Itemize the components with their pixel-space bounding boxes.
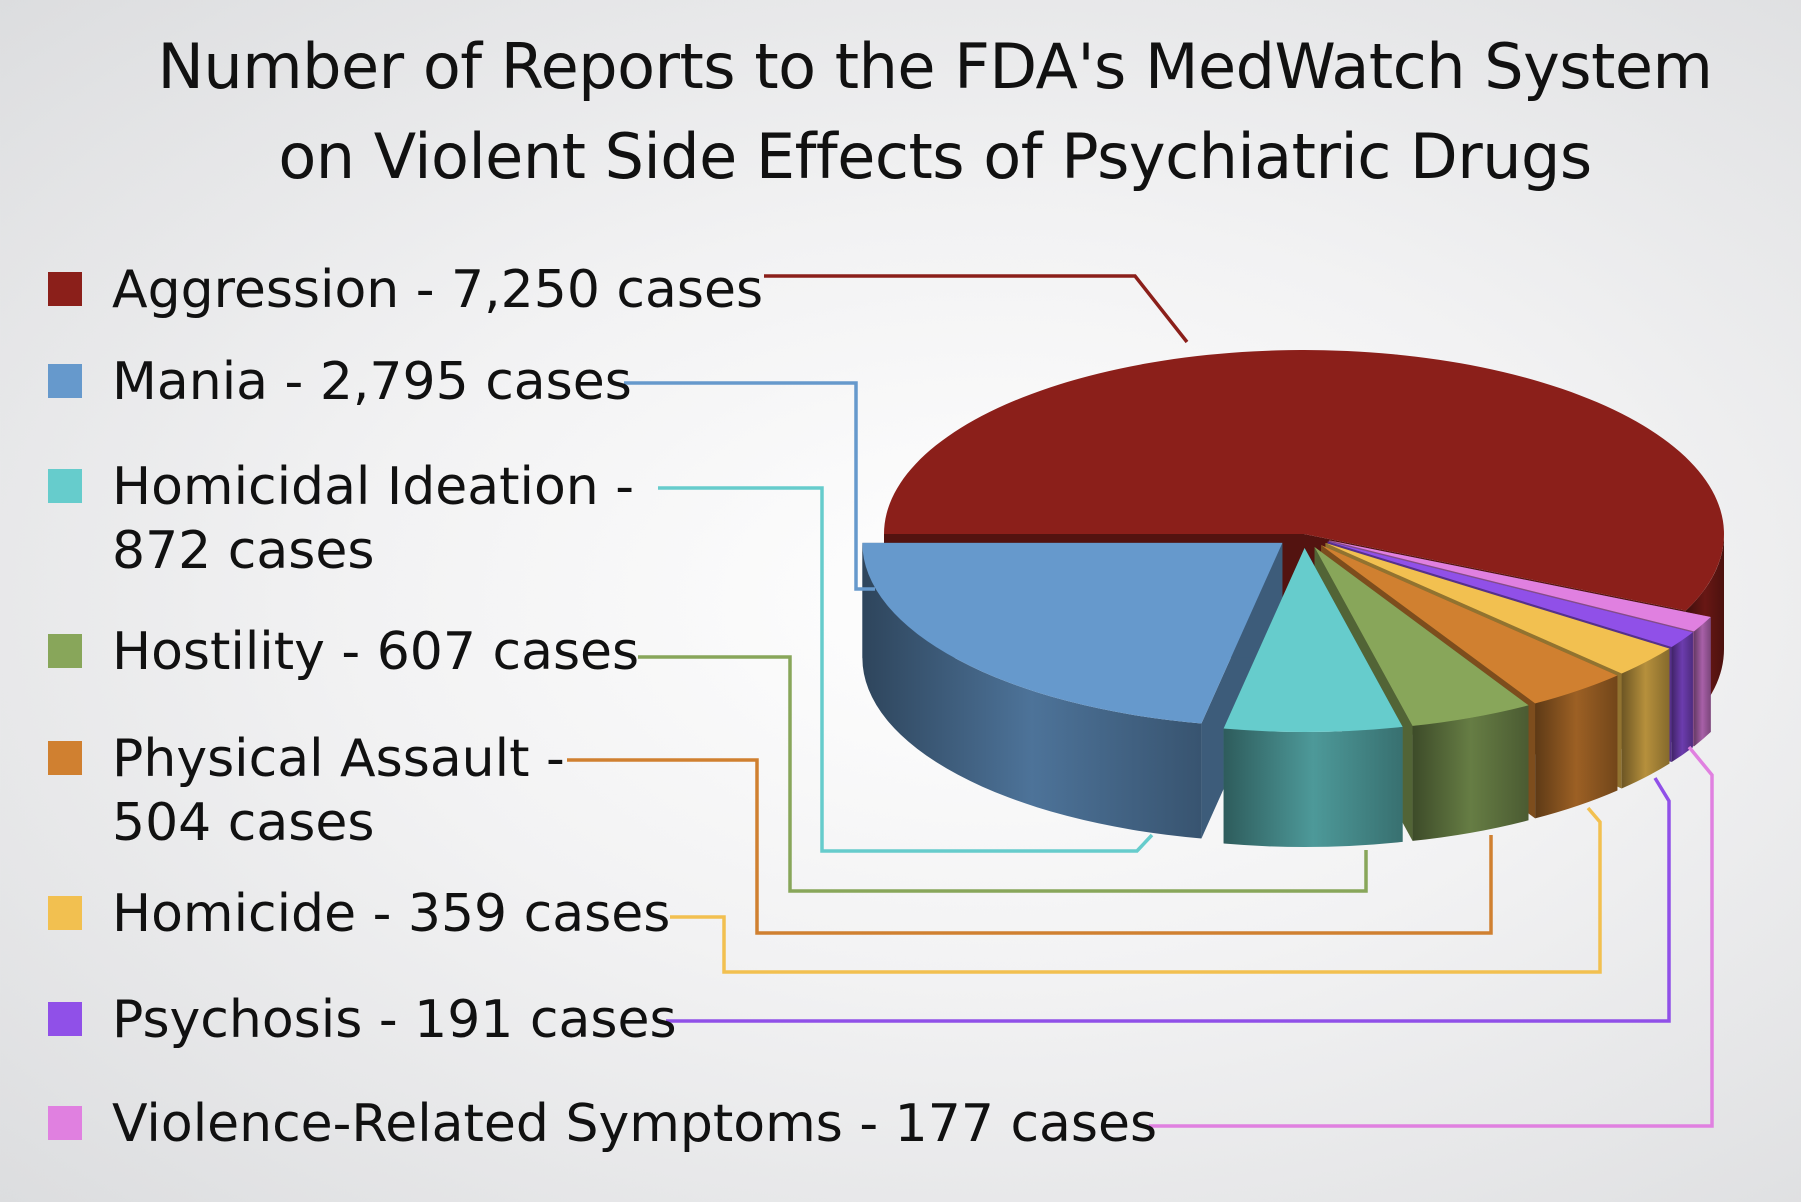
chart-title-line-1: Number of Reports to the FDA's MedWatch … [157,30,1713,103]
pie-slice-side [1671,632,1693,763]
legend-label: Violence-Related Symptoms - 177 cases [112,1094,1158,1154]
pie-slice-mania [862,542,1283,839]
pie-slice-top [884,350,1724,611]
legend-swatch [48,469,82,503]
chart-title-line-2: on Violent Side Effects of Psychiatric D… [278,120,1592,193]
pie-slice-top [1325,543,1670,674]
legend-swatch [48,1002,82,1036]
pie-slice-side [1412,705,1529,841]
chart-title: Number of Reports to the FDA's MedWatch … [0,22,1801,202]
legend-label: Mania - 2,795 cases [112,352,632,412]
legend-swatch [48,364,82,398]
legend-swatch [48,634,82,668]
leader-line-violence-related-symptoms [1149,745,1714,1128]
pie-slice-side [862,542,1202,839]
legend-swatch [48,741,82,775]
leader-line-homicidal-ideation [658,486,1154,853]
legend-label: Homicidal Ideation - 872 cases [112,457,635,581]
legend-label: Aggression - 7,250 cases [112,260,764,320]
legend-swatch [48,272,82,306]
legend-label: Hostility - 607 cases [112,622,640,682]
leader-line-homicide [670,806,1602,974]
legend-item-mania: Mania - 2,795 cases [48,350,632,414]
legend-item-hostility: Hostility - 607 cases [48,620,639,684]
legend-label: Homicide - 359 cases [112,884,671,944]
pie-slice-side [1621,648,1670,789]
pie-slice-top [1327,541,1693,648]
legend-item-violence-related-symptoms: Violence-Related Symptoms - 177 cases [48,1092,1157,1156]
legend-item-psychosis: Psychosis - 191 cases [48,988,677,1052]
legend-swatch [48,896,82,930]
legend-item-aggression: Aggression - 7,250 cases [48,258,764,322]
leader-line-aggression [764,274,1189,344]
legend-item-homicide: Homicide - 359 cases [48,882,670,946]
pie-slice-homicidal-ideation [1223,547,1403,847]
leader-line-psychosis [666,777,1671,1023]
pie-slice-top [1223,547,1403,732]
legend-item-homicidal-ideation: Homicidal Ideation - 872 cases [48,455,652,583]
legend-item-physical-assault: Physical Assault - 504 cases [48,727,572,855]
pie-slice-top [1328,540,1711,632]
pie-slice-top [1321,545,1618,704]
leader-line-hostility [638,655,1368,893]
leader-line-mania [624,381,875,591]
legend-label: Physical Assault - 504 cases [112,729,565,853]
pie-slice-side [1694,617,1711,747]
pie-slice-top [862,542,1283,724]
legend-swatch [48,1106,82,1140]
legend-label: Psychosis - 191 cases [112,990,677,1050]
pie-slice-side [1535,675,1618,819]
leader-line-physical-assault [567,758,1493,935]
pie-slice-side [1223,726,1403,847]
pie-slice-top [1314,546,1529,726]
